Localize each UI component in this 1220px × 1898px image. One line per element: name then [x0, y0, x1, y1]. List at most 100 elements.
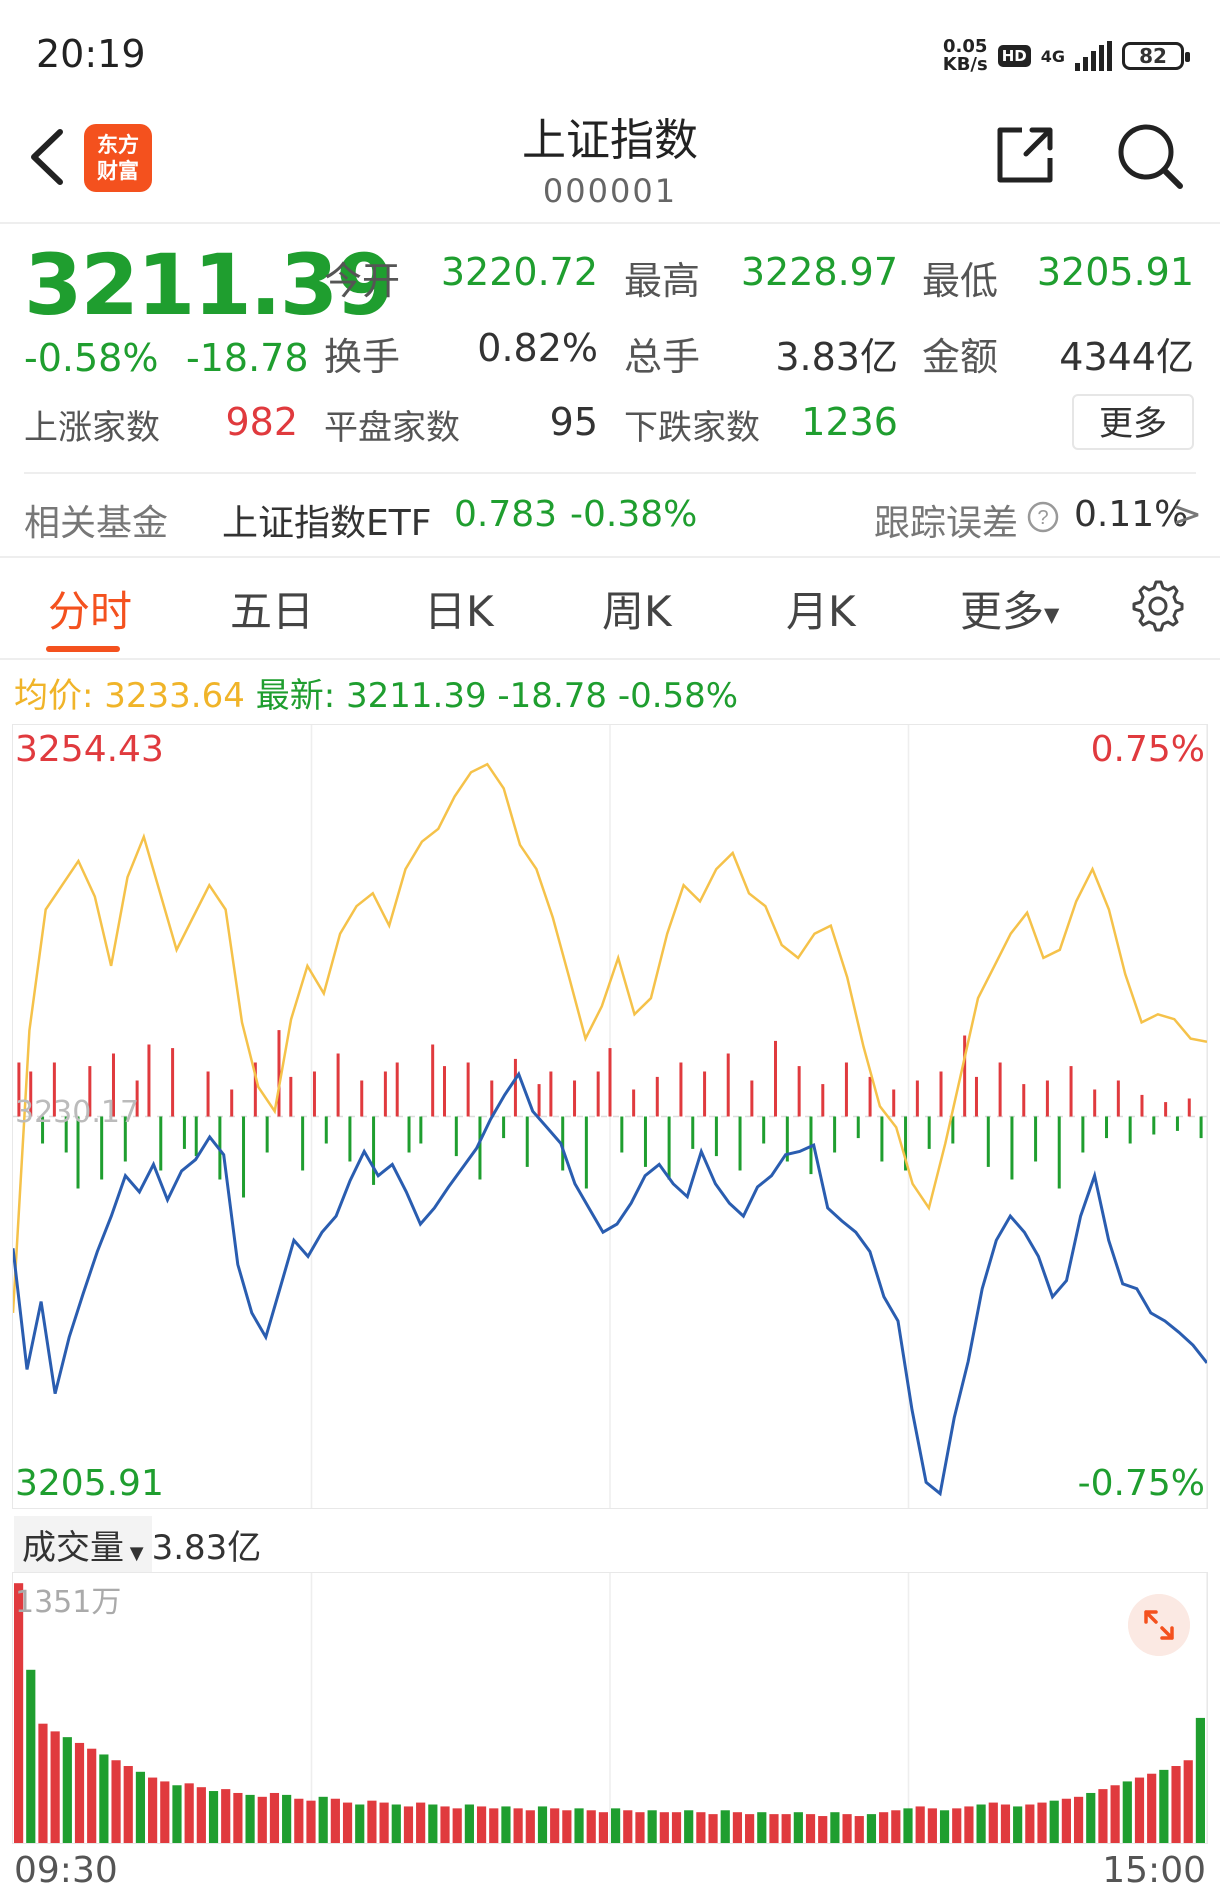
expand-icon[interactable] — [1128, 1594, 1190, 1656]
net-flow-bar — [230, 1089, 234, 1117]
open-value: 3220.72 — [440, 250, 598, 294]
net-flow-bar — [774, 1040, 778, 1117]
tracking-label: 跟踪误差 — [874, 503, 1019, 544]
net-flow-bar — [691, 1116, 695, 1149]
fund-name[interactable]: 上证指数ETF — [222, 503, 432, 544]
net-flow-bar — [123, 1116, 127, 1162]
flat-count: 95 — [549, 400, 598, 444]
net-flow-bar — [431, 1044, 435, 1117]
tab-daily-k[interactable]: 日K — [424, 587, 494, 636]
net-flow-bar — [726, 1053, 730, 1117]
net-flow-bar — [561, 1116, 565, 1171]
net-flow-bar — [41, 1116, 45, 1144]
volume-bar — [123, 1766, 133, 1843]
volume-bar — [903, 1808, 913, 1843]
volume-bar — [391, 1804, 401, 1843]
volume-bar — [842, 1814, 852, 1843]
net-flow-bar — [1069, 1066, 1073, 1117]
search-icon[interactable] — [1114, 120, 1186, 192]
status-icons: 0.05 KB/s HD 4G 82 — [942, 36, 1190, 76]
volume-bar — [221, 1789, 231, 1843]
turnover-value: 0.82% — [477, 326, 598, 370]
volume-bar — [1171, 1766, 1181, 1843]
down-count-label: 下跌家数 — [624, 408, 760, 448]
tab-monthly-k[interactable]: 月K — [786, 587, 856, 636]
help-icon[interactable]: ? — [1026, 500, 1060, 534]
change-value: -18.78 — [186, 336, 309, 380]
net-flow-bar — [1022, 1084, 1026, 1117]
net-flow-bar — [253, 1062, 257, 1117]
net-flow-bar — [407, 1116, 411, 1153]
net-flow-bar — [608, 1048, 612, 1117]
net-flow-bar — [159, 1116, 163, 1171]
volume-bar — [671, 1812, 682, 1843]
volume-bar — [428, 1804, 438, 1843]
back-arrow-icon[interactable] — [22, 122, 72, 192]
volume-bar — [1000, 1804, 1011, 1843]
fund-arrow-icon[interactable]: > — [1172, 494, 1203, 535]
tab-weekly-k[interactable]: 周K — [602, 587, 672, 636]
fund-price: 0.783 — [454, 494, 558, 535]
volume-bar — [62, 1737, 72, 1843]
tab-five-day[interactable]: 五日 — [230, 587, 315, 636]
net-flow-bar — [324, 1116, 328, 1144]
more-button[interactable]: 更多 — [1072, 394, 1194, 450]
net-flow-bar — [844, 1062, 848, 1117]
volume-label: 总手 — [624, 335, 701, 379]
volume-bar — [793, 1812, 803, 1843]
volume-bar — [659, 1812, 669, 1843]
net-flow-bar — [868, 1076, 872, 1117]
net-flow-bar — [17, 1062, 21, 1117]
up-count-label: 上涨家数 — [24, 408, 160, 448]
volume-bar — [684, 1810, 694, 1843]
tab-more[interactable]: 更多▼ — [960, 587, 1060, 636]
share-icon[interactable] — [992, 122, 1058, 188]
low-label: 最低 — [922, 259, 999, 303]
volume-bar — [757, 1812, 767, 1843]
volume-bar — [769, 1814, 779, 1843]
low-value: 3205.91 — [1036, 250, 1194, 294]
volume-bar — [1110, 1785, 1120, 1843]
net-flow-bar — [655, 1076, 659, 1117]
net-flow-bar — [76, 1116, 80, 1189]
high-label: 最高 — [624, 259, 701, 303]
net-flow-bar — [490, 1080, 494, 1117]
avg-value: 3233.64 — [104, 676, 245, 716]
net-speed: 0.05 KB/s — [942, 36, 988, 75]
volume-bar — [1134, 1777, 1145, 1843]
volume-bar — [245, 1794, 255, 1843]
volume-bar — [976, 1804, 986, 1843]
volume-bar — [1013, 1806, 1023, 1843]
net-flow-bar — [537, 1084, 541, 1117]
volume-bar — [1073, 1796, 1084, 1843]
settings-gear-icon[interactable] — [1130, 578, 1186, 634]
related-fund-row[interactable]: 相关基金 上证指数ETF 0.783 -0.38% 跟踪误差 ? 0.11% > — [0, 480, 1220, 550]
latest-change-pct: -0.58% — [617, 676, 739, 716]
volume-bar — [623, 1810, 633, 1843]
eastmoney-logo: 东方 财富 — [84, 124, 152, 192]
volume-bar — [598, 1812, 608, 1843]
volume-bar — [160, 1781, 170, 1843]
caret-down-icon: ▼ — [1044, 602, 1060, 627]
volume-selector[interactable]: 成交量 ▼ — [14, 1516, 152, 1573]
net-flow-bar — [963, 1035, 967, 1117]
volume-bar — [1159, 1769, 1169, 1843]
volume-bar — [988, 1802, 998, 1843]
volume-bar — [952, 1808, 962, 1843]
flat-count-label: 平盘家数 — [324, 408, 460, 448]
net-flow-bar — [88, 1066, 92, 1117]
y-axis-top: 3254.43 — [15, 729, 164, 770]
volume-max-label: 1351万 — [15, 1585, 122, 1620]
net-flow-bar — [147, 1044, 151, 1117]
tab-intraday[interactable]: 分时 — [48, 587, 133, 636]
volume-chart[interactable]: 1351万 — [12, 1572, 1208, 1844]
intraday-chart[interactable]: 3254.43 0.75% 3230.17 3205.91 -0.75% — [12, 724, 1208, 1509]
net-flow-bar — [466, 1062, 470, 1117]
volume-bar — [708, 1814, 718, 1843]
net-flow-bar — [100, 1116, 104, 1180]
net-flow-bar — [454, 1116, 458, 1157]
net-flow-bar — [679, 1062, 683, 1117]
net-flow-bar — [714, 1116, 718, 1157]
volume-bar — [1049, 1800, 1059, 1843]
volume-bar — [269, 1792, 280, 1843]
